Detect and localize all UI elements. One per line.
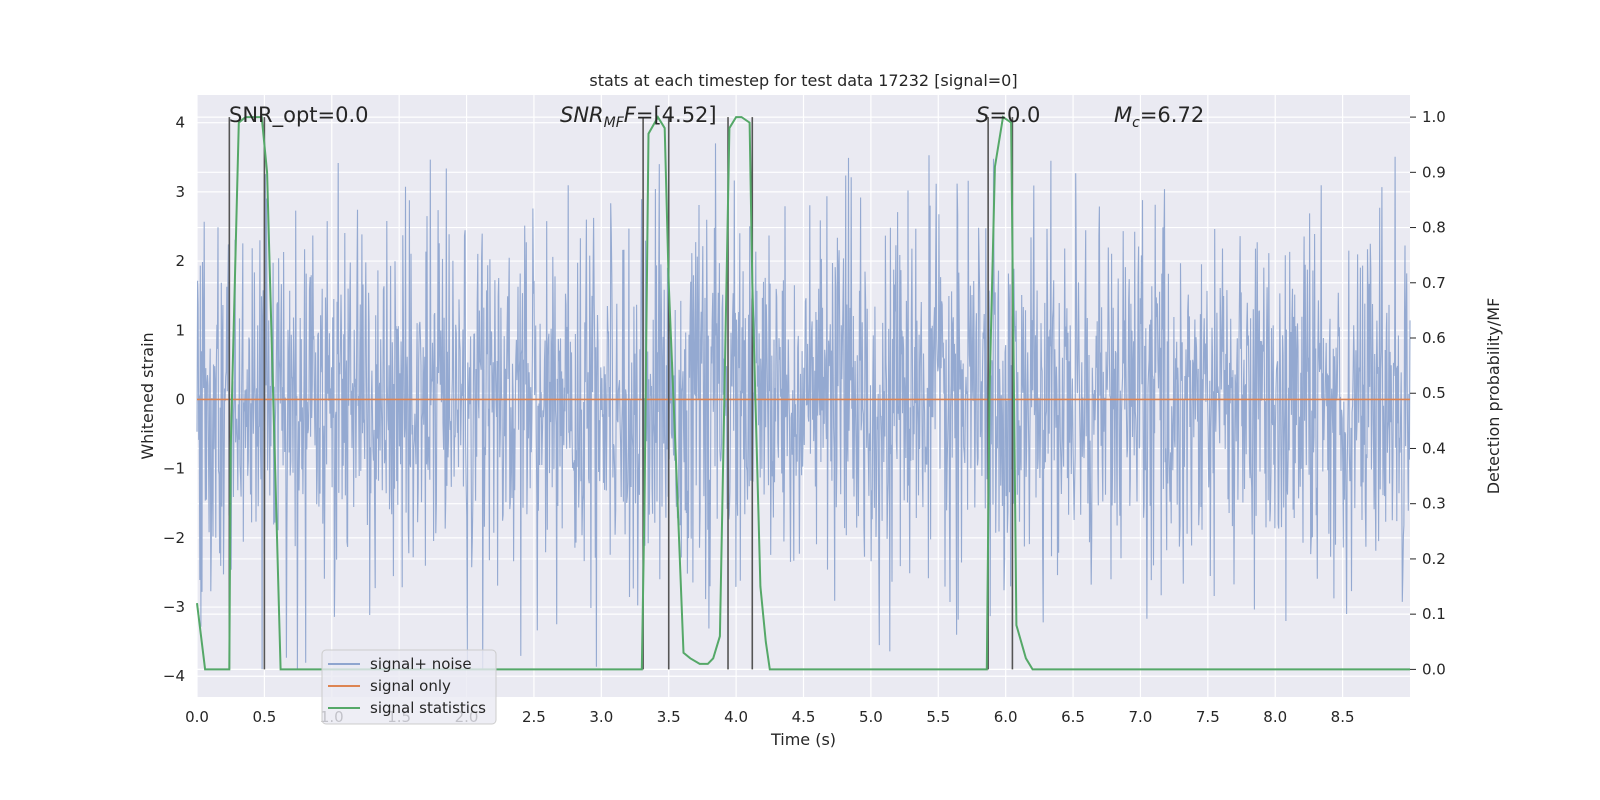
y-axis-right-label: Detection probability/MF (1484, 298, 1503, 495)
x-tick-label: 7.5 (1196, 708, 1220, 726)
annotation-snr-mf-sub: MF (604, 115, 625, 131)
y-tick-label: 2 (175, 252, 185, 270)
annotation-mc-sub: c (1132, 115, 1140, 131)
y-tick-label: −1 (163, 460, 185, 478)
annotation-snr-opt: SNR_opt=0.0 (229, 103, 369, 128)
y-right-tick-label: 0.6 (1422, 329, 1446, 347)
annotations: SNR_opt=0.0 SNRMFF=[4.52] S=0.0 Mc=6.72 (229, 103, 1204, 131)
statistics-line (196, 115, 1410, 671)
y-right-tick-label: 0.0 (1422, 660, 1446, 678)
x-tick-label: 2.5 (522, 708, 546, 726)
legend-label-noise: signal+ noise (370, 655, 472, 673)
noise-series (196, 143, 1411, 670)
x-tick-label: 0.0 (185, 708, 209, 726)
x-tick-label: 5.5 (926, 708, 950, 726)
y-tick-label: 4 (175, 114, 185, 132)
noise-trace-line (196, 143, 1411, 670)
x-tick-label: 8.0 (1263, 708, 1287, 726)
legend-box (321, 649, 497, 725)
annotation-mc-rest: =6.72 (1140, 103, 1204, 127)
legend: signal+ noise signal only signal statist… (321, 649, 497, 725)
x-axis-label: Time (s) (770, 730, 836, 749)
annotation-mc-main: M (1114, 103, 1132, 127)
x-tick-label: 8.5 (1331, 708, 1355, 726)
x-tick-label: 5.0 (859, 708, 883, 726)
y-tick-label: 1 (175, 321, 185, 339)
annotation-s-main: S (976, 103, 989, 127)
x-tick-label: 7.0 (1129, 708, 1153, 726)
annotation-snr-mf-main: SNR (560, 103, 604, 127)
annotation-s: S=0.0 (976, 103, 1040, 127)
legend-label-signal-only: signal only (370, 677, 451, 695)
x-tick-label: 3.5 (657, 708, 681, 726)
statistics-series (196, 115, 1410, 671)
y-right-tick-label: 0.7 (1422, 274, 1446, 292)
y-right-tick-label: 0.1 (1422, 605, 1446, 623)
x-tick-label: 0.5 (252, 708, 276, 726)
x-tick-label: 3.0 (589, 708, 613, 726)
x-tick-label: 6.0 (994, 708, 1018, 726)
y-right-tick-label: 0.8 (1422, 219, 1446, 237)
x-tick-label: 4.5 (792, 708, 816, 726)
y-tick-label: 0 (175, 390, 185, 408)
annotation-mc: Mc=6.72 (1114, 103, 1204, 131)
y-tick-label: −4 (163, 667, 185, 685)
y-right-tick-label: 1.0 (1422, 108, 1446, 126)
y-tick-label: −3 (163, 598, 185, 616)
x-tick-label: 4.0 (724, 708, 748, 726)
annotation-snr-mf: SNRMFF=[4.52] (560, 103, 717, 131)
x-tick-label: 6.5 (1061, 708, 1085, 726)
annotation-s-rest: =0.0 (989, 103, 1040, 127)
y-tick-label: 3 (175, 183, 185, 201)
y-tick-label: −2 (163, 529, 185, 547)
y-right-tick-label: 0.5 (1422, 384, 1446, 402)
y-axis-label: Whitened strain (138, 332, 157, 459)
y-right-tick-label: 0.4 (1422, 439, 1446, 457)
annotation-snr-mf-f: F (624, 103, 637, 127)
annotation-snr-mf-rest: =[4.52] (636, 103, 717, 127)
legend-label-statistics: signal statistics (370, 699, 486, 717)
chart-title: stats at each timestep for test data 172… (589, 71, 1017, 90)
y-right-tick-label: 0.3 (1422, 495, 1446, 513)
y-right-tick-label: 0.2 (1422, 550, 1446, 568)
y-right-tick-label: 0.9 (1422, 163, 1446, 181)
